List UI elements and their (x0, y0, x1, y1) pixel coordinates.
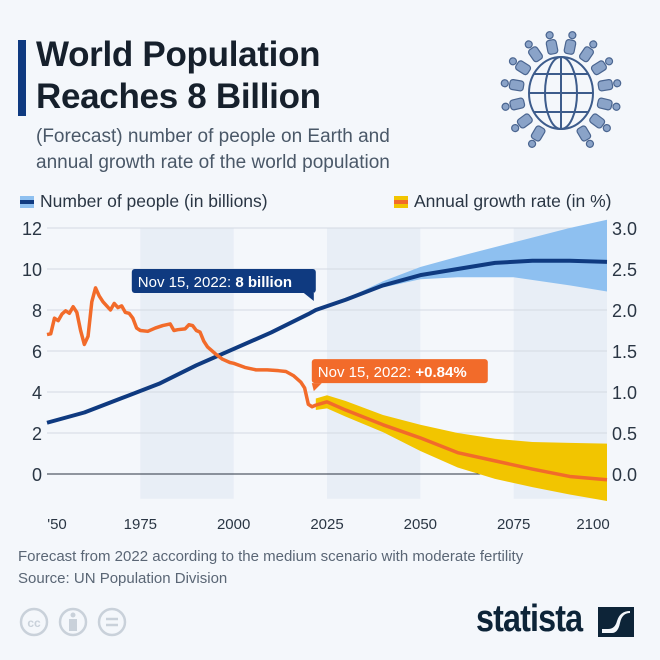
annotation-label: Nov 15, 2022: 8 billion (138, 274, 292, 291)
x-tick-label: 1975 (124, 516, 157, 533)
x-tick-label: 2000 (217, 516, 250, 533)
y-left-tick-label: 0 (32, 465, 42, 485)
subtitle-line-2: annual growth rate of the world populati… (36, 152, 390, 173)
subtitle-line-1: (Forecast) number of people on Earth and (36, 126, 390, 147)
source-note: Source: UN Population Division (18, 570, 228, 587)
y-right-tick-label: 0.0 (612, 465, 637, 485)
person-figure-icon (597, 79, 622, 92)
x-tick-label: 2050 (404, 516, 437, 533)
legend-swatch-growth (394, 195, 408, 208)
person-figure-icon (524, 40, 544, 63)
y-right-tick-label: 3.0 (612, 219, 637, 239)
chart-subtitle: (Forecast) number of people on Earth and… (36, 124, 390, 176)
person-figure-icon (576, 125, 595, 148)
brand-name: statista (476, 598, 583, 640)
annotation-label: Nov 15, 2022: +0.84% (318, 364, 467, 381)
annotation-value: +0.84% (415, 364, 466, 381)
person-figure-icon (590, 57, 614, 76)
y-left-tick-label: 4 (32, 383, 42, 403)
attribution-icon (58, 607, 88, 637)
legend-swatch-population (20, 195, 34, 208)
annotation-pointer (303, 293, 314, 301)
y-left-tick-label: 10 (22, 260, 42, 280)
statista-logo: statista (476, 598, 583, 641)
x-tick-label: 2025 (310, 516, 343, 533)
footer: Forecast from 2022 according to the medi… (18, 546, 523, 590)
x-tick-label: '50 (47, 516, 67, 533)
x-tick-label: 2075 (497, 516, 530, 533)
chart-plot: 0 2 4 6 8 10 12 0.0 0.5 1.0 1.5 2.0 2.5 3.0 '50 1975 200… (22, 219, 637, 533)
person-figure-icon (545, 31, 559, 55)
annotation-value: 8 billion (235, 274, 292, 291)
svg-text:cc: cc (27, 616, 41, 630)
legend-item-population: Number of people (in billions) (20, 191, 268, 212)
y-left-tick-label: 6 (32, 342, 42, 362)
title-accent-bar (18, 40, 26, 116)
y-right-tick-label: 1.5 (612, 342, 637, 362)
chart-title: World Population Reaches 8 Billion (36, 34, 321, 118)
y-right-tick-label: 0.5 (612, 424, 637, 444)
annotation-box (131, 269, 316, 293)
legend-label-growth: Annual growth rate (in %) (414, 191, 612, 211)
person-figure-icon (578, 40, 598, 63)
title-line-1: World Population (36, 35, 321, 74)
globe-people-icon (500, 31, 622, 148)
person-figure-icon (596, 97, 621, 111)
person-figure-icon (511, 113, 533, 133)
person-figure-icon (500, 79, 525, 92)
growth-forecast-band (315, 395, 607, 502)
y-left-tick-label: 12 (22, 219, 42, 239)
x-tick-label: 2100 (576, 516, 609, 533)
title-line-2: Reaches 8 Billion (36, 77, 321, 116)
growth-rate-line (46, 286, 608, 482)
no-derivatives-icon (97, 607, 127, 637)
population-line (46, 258, 608, 425)
annotation-pointer (311, 383, 322, 392)
y-right-tick-label: 2.5 (612, 260, 637, 280)
footnote: Forecast from 2022 according to the medi… (18, 548, 524, 565)
y-left-tick-label: 8 (32, 301, 42, 321)
y-left-tick-label: 2 (32, 424, 42, 444)
person-figure-icon (589, 113, 611, 133)
y-right-tick-label: 2.0 (612, 301, 637, 321)
annotation-box (311, 359, 488, 384)
person-figure-icon (563, 31, 577, 55)
person-figure-icon (501, 97, 526, 111)
annotation-date: Nov 15, 2022: (138, 274, 236, 291)
annotation-date: Nov 15, 2022: (318, 364, 416, 381)
person-figure-icon (508, 57, 532, 76)
y-right-tick-label: 1.0 (612, 383, 637, 403)
person-figure-icon (527, 125, 546, 148)
statista-logo-mark-icon (598, 607, 634, 637)
legend-item-growth: Annual growth rate (in %) (394, 191, 611, 212)
legend-label-population: Number of people (in billions) (40, 191, 268, 211)
creative-commons-icons: cc (19, 607, 127, 637)
cc-icon (19, 607, 49, 637)
